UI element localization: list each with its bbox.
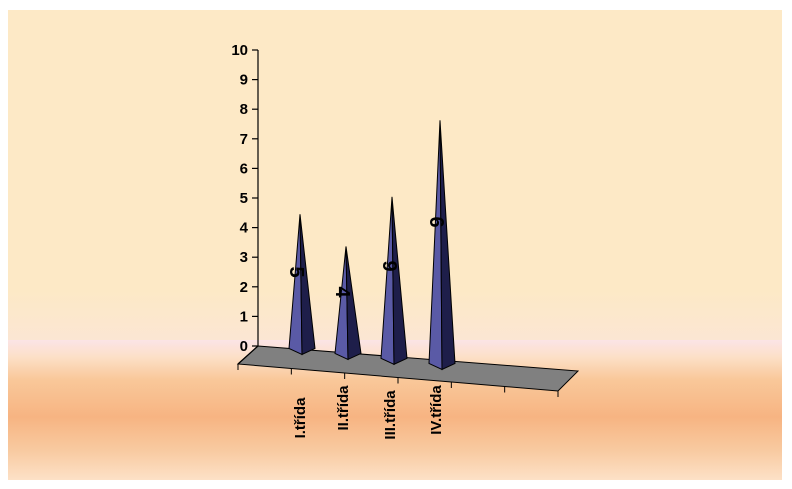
y-tick-label: 10 [231, 42, 248, 59]
y-tick-label: 3 [240, 249, 248, 266]
data-label: 9 [378, 260, 400, 271]
data-label: 4 [331, 286, 353, 298]
x-category-label: I.třída [292, 397, 309, 438]
y-tick-label: 1 [240, 308, 248, 325]
y-tick-label: 6 [240, 160, 248, 177]
y-tick-label: 8 [240, 101, 248, 118]
pyramid-bar-face-side [345, 246, 362, 361]
y-tick-label: 0 [240, 338, 248, 355]
y-tick-label: 4 [240, 220, 249, 237]
pyramid-bar-face-side [439, 120, 456, 371]
x-category-label: II.třída [335, 385, 352, 431]
x-category-label: III.třída [382, 390, 399, 440]
x-category-label: IV.třída [428, 385, 445, 435]
y-axis-base-line [237, 345, 259, 365]
y-tick-label: 5 [240, 190, 248, 207]
chart-floor [236, 345, 580, 392]
y-tick-label: 2 [240, 279, 248, 296]
data-label: 5 [285, 266, 307, 277]
y-tick-label: 7 [240, 131, 248, 148]
pyramid-bar-face-side [391, 196, 408, 366]
data-label: 6 [425, 216, 447, 227]
y-tick-label: 9 [240, 72, 248, 89]
pyramid-bar-face-side [299, 214, 316, 356]
